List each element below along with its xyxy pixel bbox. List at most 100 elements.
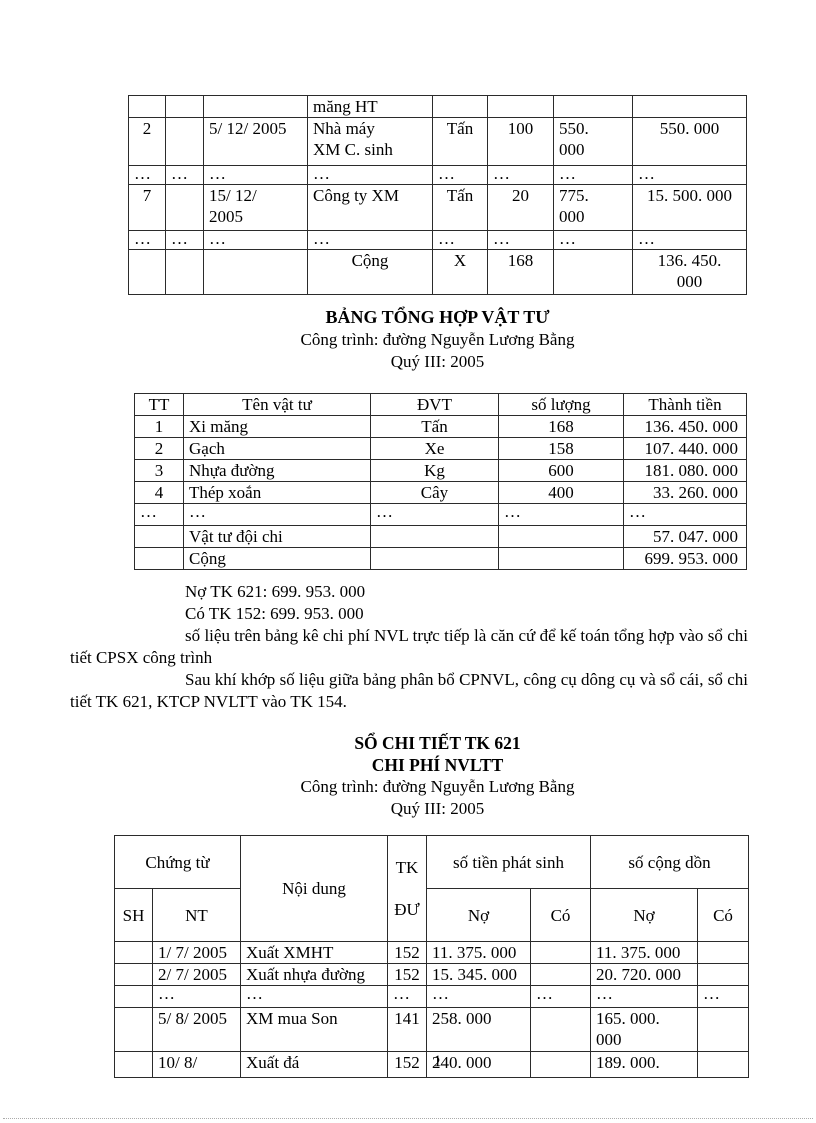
tk621-detail-subtitle-project: Công trình: đường Nguyễn Lương Bằng xyxy=(300,777,575,796)
cell: … xyxy=(183,503,371,526)
cell xyxy=(165,249,204,295)
header-cell-du: ĐƯ xyxy=(394,900,420,919)
cell xyxy=(370,547,499,570)
table-row: … … … … … … … xyxy=(114,985,750,1008)
table-header-row: SH NT Nợ Có Nợ Có xyxy=(114,888,750,942)
cell xyxy=(114,1051,153,1078)
header-cell-co-ps: Có xyxy=(530,888,591,942)
cell: 2 xyxy=(134,437,184,460)
cell: Kg xyxy=(370,459,499,482)
table-row: … … … … … xyxy=(134,503,747,526)
table-row: Cộng 699. 953. 000 xyxy=(134,547,747,570)
cell: 11. 375. 000 xyxy=(426,941,531,964)
cell: 152 xyxy=(387,941,427,964)
tk621-detail-table: Chứng từ Nội dung TK ĐƯ số tiền phát sin… xyxy=(114,835,750,1078)
header-cell-tkdu: TK ĐƯ xyxy=(387,835,427,942)
cell: Nhựa đường xyxy=(183,459,371,482)
cell: 141 xyxy=(387,1007,427,1052)
cell xyxy=(696,963,750,986)
cell: … xyxy=(553,230,633,250)
cell xyxy=(696,941,750,964)
cell xyxy=(114,963,153,986)
cell: Nhà máy XM C. sinh xyxy=(307,117,433,166)
cell xyxy=(134,547,184,570)
cell: Vật tư đội chi xyxy=(183,525,371,548)
cell xyxy=(203,249,308,295)
cell: Cộng xyxy=(307,249,433,295)
header-cell-noidung: Nội dung xyxy=(240,835,388,942)
cell xyxy=(128,249,166,295)
cell: … xyxy=(498,503,624,526)
cell xyxy=(553,249,633,295)
table-row: 2/ 7/ 2005 Xuất nhựa đường 152 15. 345. … xyxy=(114,963,750,986)
cell: 152 xyxy=(387,1051,427,1078)
cell: Xuất nhựa đường xyxy=(240,963,388,986)
cell: 100 xyxy=(487,117,554,166)
header-cell: Tên vật tư xyxy=(183,393,371,416)
cell: 136. 450. 000 xyxy=(623,415,747,438)
cell xyxy=(553,95,633,118)
cell: 7 xyxy=(128,184,166,231)
cell: … xyxy=(128,165,166,185)
cell: … xyxy=(432,230,488,250)
materials-summary-title: BẢNG TỔNG HỢP VẬT TƯ xyxy=(325,307,550,327)
table-row: măng HT xyxy=(128,95,747,118)
header-cell: ĐVT xyxy=(370,393,499,416)
cell: 181. 080. 000 xyxy=(623,459,747,482)
cell xyxy=(114,985,153,1008)
cell: … xyxy=(432,165,488,185)
table-row: … … … … … … … … xyxy=(128,165,747,185)
cell: măng HT xyxy=(307,95,433,118)
cell: Cộng xyxy=(183,547,371,570)
cell: … xyxy=(128,230,166,250)
cell xyxy=(165,184,204,231)
cell xyxy=(696,1051,750,1078)
cell: 4 xyxy=(134,481,184,504)
cell: Thép xoắn xyxy=(183,481,371,504)
tk621-detail-heading: SỔ CHI TIẾT TK 621 CHI PHÍ NVLTT Công tr… xyxy=(128,732,747,820)
header-cell-nt: NT xyxy=(152,888,241,942)
cell: 107. 440. 000 xyxy=(623,437,747,460)
tk621-detail-subtitle-quarter: Quý III: 2005 xyxy=(390,799,485,818)
cell: Xe xyxy=(370,437,499,460)
note-paragraph-1: số liệu trên bảng kê chi phí NVL trực ti… xyxy=(70,626,748,667)
cell: … xyxy=(165,230,204,250)
cell: … xyxy=(696,985,750,1008)
cell: 20. 720. 000 xyxy=(590,963,698,986)
cell xyxy=(203,95,308,118)
table-row: 10/ 8/ Xuất đá 152 240. 000 189. 000. xyxy=(114,1051,750,1078)
cell: 136. 450. 000 xyxy=(632,249,747,295)
cell: 168 xyxy=(487,249,554,295)
cell: … xyxy=(165,165,204,185)
cell xyxy=(165,117,204,166)
table-row: 1 Xi măng Tấn 168 136. 450. 000 xyxy=(134,415,747,438)
cell xyxy=(165,95,204,118)
cell: … xyxy=(152,985,241,1008)
cell: 33. 260. 000 xyxy=(623,481,747,504)
cell xyxy=(432,95,488,118)
cell xyxy=(128,95,166,118)
cell: … xyxy=(487,165,554,185)
cell: XM mua Son xyxy=(240,1007,388,1052)
cell xyxy=(530,1007,591,1052)
cell xyxy=(498,547,624,570)
cell: 2 xyxy=(128,117,166,166)
cell: 10/ 8/ xyxy=(152,1051,241,1078)
cell: … xyxy=(307,230,433,250)
cell: 15/ 12/ 2005 xyxy=(203,184,308,231)
cell xyxy=(114,941,153,964)
cell xyxy=(530,1051,591,1078)
cell: … xyxy=(387,985,427,1008)
cell: … xyxy=(623,503,747,526)
cell xyxy=(370,525,499,548)
header-cell-congdon: số cộng dồn xyxy=(589,835,750,889)
table-row: 2 5/ 12/ 2005 Nhà máy XM C. sinh Tấn 100… xyxy=(128,117,747,166)
table-row: 1/ 7/ 2005 Xuất XMHT 152 11. 375. 000 11… xyxy=(114,941,750,964)
cell: 168 xyxy=(498,415,624,438)
credit-note-line: Có TK 152: 699. 953. 000 xyxy=(185,604,364,623)
cell: Gạch xyxy=(183,437,371,460)
materials-summary-subtitle-quarter: Quý III: 2005 xyxy=(390,352,485,371)
header-cell-phatsinh: số tiền phát sinh xyxy=(426,835,591,889)
cell: 57. 047. 000 xyxy=(623,525,747,548)
